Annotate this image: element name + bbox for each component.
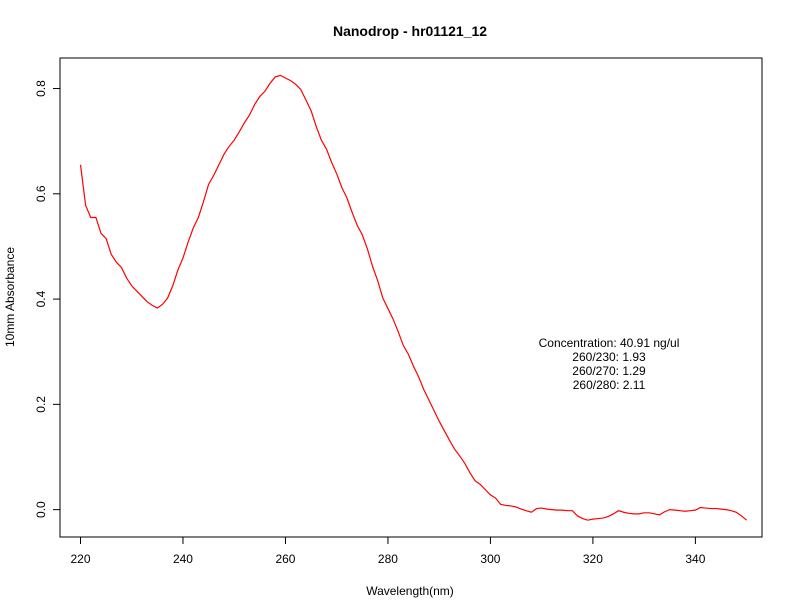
x-axis: 220 240 260 280 300 320 340 xyxy=(70,536,706,566)
x-tick-label-260: 260 xyxy=(275,552,295,566)
y-tick-label-0.8: 0.8 xyxy=(34,80,48,97)
annotation-concentration: Concentration: 40.91 ng/ul xyxy=(539,336,680,350)
x-tick-label-300: 300 xyxy=(480,552,500,566)
annotation-box: Concentration: 40.91 ng/ul 260/230: 1.93… xyxy=(539,336,680,392)
x-tick-label-240: 240 xyxy=(173,552,193,566)
x-tick-label-320: 320 xyxy=(583,552,603,566)
annotation-ratio-260-280: 260/280: 2.11 xyxy=(573,378,646,392)
x-tick-label-340: 340 xyxy=(685,552,705,566)
y-tick-label-0.0: 0.0 xyxy=(34,501,48,518)
x-axis-label: Wavelength(nm) xyxy=(366,584,454,598)
annotation-ratio-260-230: 260/230: 1.93 xyxy=(572,350,646,364)
chart-title: Nanodrop - hr01121_12 xyxy=(333,23,487,39)
y-tick-label-0.6: 0.6 xyxy=(34,185,48,202)
y-tick-label-0.2: 0.2 xyxy=(34,396,48,413)
x-tick-label-280: 280 xyxy=(378,552,398,566)
y-axis-label: 10mm Absorbance xyxy=(3,247,17,347)
x-tick-label-220: 220 xyxy=(70,552,90,566)
absorbance-series-line xyxy=(79,74,748,521)
y-tick-label-0.4: 0.4 xyxy=(34,290,48,307)
y-axis: 0.0 0.2 0.4 0.6 0.8 xyxy=(34,80,61,518)
annotation-ratio-260-270: 260/270: 1.29 xyxy=(572,364,646,378)
